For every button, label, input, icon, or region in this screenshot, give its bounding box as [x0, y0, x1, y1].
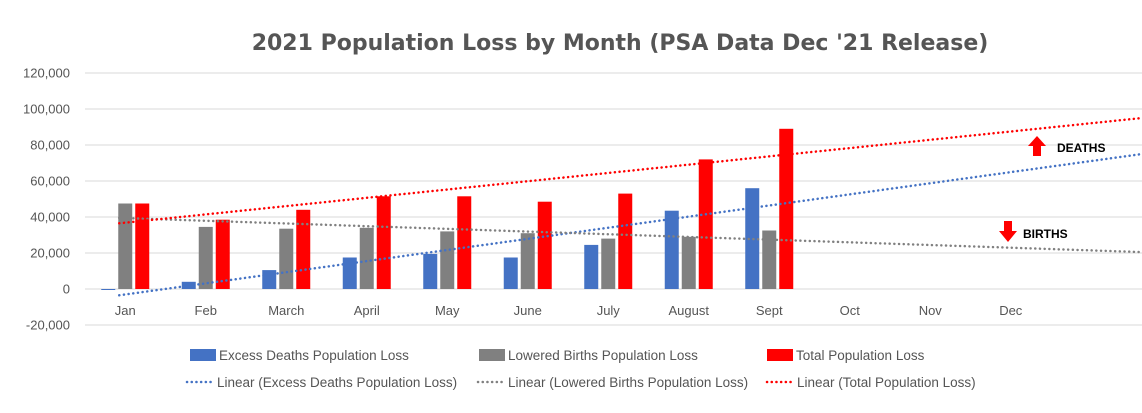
legend-swatch: [479, 349, 505, 361]
bar-excess-deaths-population-loss: [745, 188, 760, 289]
legend-swatch: [767, 349, 793, 361]
x-axis-ticks: Jan Feb March April May June July August Sept Oct…: [115, 303, 1023, 318]
bar-total-population-loss: [135, 203, 150, 289]
bar-excess-deaths-population-loss: [584, 244, 599, 289]
bar-lowered-births-population-loss: [118, 203, 133, 289]
x-tick-label: March: [268, 303, 304, 318]
bar-excess-deaths-population-loss: [342, 257, 357, 289]
bar-excess-deaths-population-loss: [101, 289, 116, 290]
trendline: [118, 152, 1142, 297]
bar-excess-deaths-population-loss: [262, 270, 277, 289]
legend-label: Excess Deaths Population Loss: [219, 348, 409, 363]
bar-lowered-births-population-loss: [359, 227, 374, 289]
x-tick-label: Jan: [115, 303, 136, 318]
bar-excess-deaths-population-loss: [423, 253, 438, 289]
y-tick-label: 120,000: [23, 66, 70, 81]
trendline: [118, 216, 1142, 254]
y-tick-label: 80,000: [30, 138, 70, 153]
bar-excess-deaths-population-loss: [503, 257, 518, 289]
x-tick-label: April: [354, 303, 380, 318]
trendlines: [118, 116, 1142, 297]
legend-label: Total Population Loss: [796, 348, 925, 363]
legend-label: Lowered Births Population Loss: [508, 348, 698, 363]
y-tick-label: 20,000: [30, 246, 70, 261]
bar-lowered-births-population-loss: [762, 230, 777, 289]
legend-label: Linear (Excess Deaths Population Loss): [217, 375, 457, 390]
bar-total-population-loss: [376, 196, 391, 289]
annotation-births: BIRTHS: [1023, 227, 1068, 241]
y-tick-label: -20,000: [26, 318, 70, 333]
bar-lowered-births-population-loss: [520, 233, 535, 289]
bar-total-population-loss: [698, 159, 713, 289]
legend-swatch: [190, 349, 216, 361]
bar-total-population-loss: [215, 219, 230, 289]
bar-total-population-loss: [296, 209, 311, 289]
bar-lowered-births-population-loss: [681, 236, 696, 289]
legend-label: Linear (Lowered Births Population Loss): [508, 375, 748, 390]
up-arrow-icon: [1028, 136, 1046, 156]
y-axis-ticks: 120,000 100,000 80,000 60,000 40,000 20,000 0 -…: [23, 66, 70, 333]
bar-total-population-loss: [779, 128, 794, 289]
y-tick-label: 100,000: [23, 102, 70, 117]
bar-lowered-births-population-loss: [601, 238, 616, 289]
y-tick-label: 40,000: [30, 210, 70, 225]
annotations: DEATHS BIRTHS: [999, 136, 1105, 242]
x-tick-label: Nov: [919, 303, 943, 318]
y-tick-label: 0: [63, 282, 70, 297]
down-arrow-icon: [999, 221, 1017, 242]
bars: [101, 128, 794, 290]
x-tick-label: July: [597, 303, 621, 318]
x-tick-label: August: [669, 303, 710, 318]
x-tick-label: Dec: [999, 303, 1023, 318]
bar-lowered-births-population-loss: [440, 231, 455, 289]
x-tick-label: Sept: [756, 303, 783, 318]
bar-excess-deaths-population-loss: [664, 210, 679, 289]
x-tick-label: June: [514, 303, 542, 318]
legend: Excess Deaths Population Loss Lowered Bir…: [185, 348, 976, 390]
bar-lowered-births-population-loss: [198, 226, 213, 289]
x-tick-label: Feb: [195, 303, 217, 318]
bar-lowered-births-population-loss: [279, 228, 294, 289]
bar-total-population-loss: [537, 201, 552, 289]
x-tick-label: May: [435, 303, 460, 318]
x-tick-label: Oct: [840, 303, 861, 318]
annotation-deaths: DEATHS: [1057, 141, 1105, 155]
y-tick-label: 60,000: [30, 174, 70, 189]
bar-total-population-loss: [618, 193, 633, 289]
legend-label: Linear (Total Population Loss): [797, 375, 976, 390]
chart-title: 2021 Population Loss by Month (PSA Data …: [252, 31, 989, 56]
bar-total-population-loss: [457, 196, 472, 289]
